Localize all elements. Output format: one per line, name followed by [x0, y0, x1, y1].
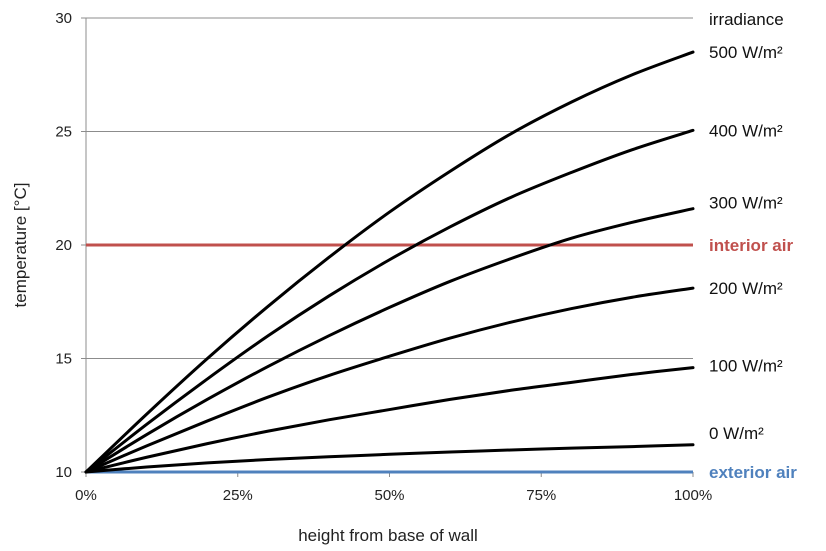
x-tick-label: 25%	[223, 487, 253, 504]
x-axis-title: height from base of wall	[298, 526, 478, 545]
series-line-400-w-m-	[84, 128, 695, 474]
series-lines	[84, 50, 695, 474]
y-tick-label: 20	[55, 237, 72, 254]
series-label: 500 W/m²	[709, 43, 783, 62]
y-tick-label: 30	[55, 10, 72, 27]
series-line-0-w-m-	[84, 443, 695, 474]
series-line-300-w-m-	[84, 207, 695, 474]
legend-title: irradiance	[709, 10, 784, 29]
x-tick-label: 0%	[75, 487, 97, 504]
reference-label-exterior-air: exterior air	[709, 463, 797, 482]
series-label: 0 W/m²	[709, 424, 764, 443]
reference-label-interior-air: interior air	[709, 236, 793, 255]
series-line-200-w-m-	[84, 286, 695, 474]
series-label: 400 W/m²	[709, 121, 783, 140]
x-tick-label: 75%	[526, 487, 556, 504]
series-label: 200 W/m²	[709, 279, 783, 298]
y-tick-label: 25	[55, 124, 72, 141]
series-line-100-w-m-	[84, 366, 695, 474]
y-axis-title: temperature [°C]	[11, 183, 30, 308]
reference-lines	[86, 243, 693, 474]
y-tick-label: 10	[55, 464, 72, 481]
y-tick-label: 15	[55, 351, 72, 368]
x-tick-label: 50%	[374, 487, 404, 504]
x-tick-label: 100%	[674, 487, 712, 504]
series-label: 100 W/m²	[709, 357, 783, 376]
labels: 10 15 20 25 30 0% 25% 50% 75% 100% interior air ext…	[55, 10, 797, 504]
series-label: 300 W/m²	[709, 194, 783, 213]
series-line-500-w-m-	[84, 50, 695, 474]
